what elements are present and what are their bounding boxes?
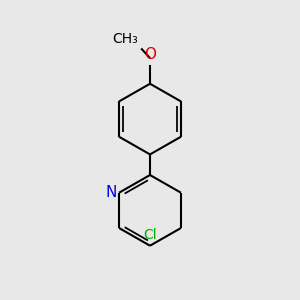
Text: CH₃: CH₃ (112, 32, 138, 46)
Text: Cl: Cl (143, 228, 157, 242)
Text: O: O (144, 47, 156, 62)
Text: N: N (105, 185, 117, 200)
